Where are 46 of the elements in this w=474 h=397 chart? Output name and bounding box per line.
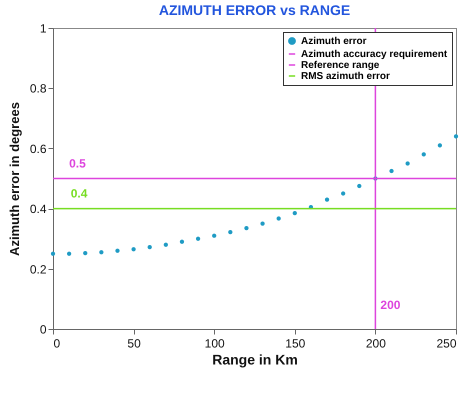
point (422, 152, 426, 157)
x-tick-label: 0 (54, 336, 60, 350)
chart-title: AZIMUTH ERROR vs RANGE (158, 2, 350, 18)
point (324, 197, 330, 202)
point (244, 226, 249, 230)
point (341, 191, 346, 196)
y-axis-title: Azimuth error in degrees (6, 102, 22, 256)
point (276, 216, 281, 221)
annotation: 200 (380, 298, 401, 312)
ref-line-label: Reference range (301, 60, 380, 71)
legend-label: RMS azimuth error (301, 71, 390, 82)
y-tick-label: 1 (40, 22, 47, 36)
y-tick-label: 0 (40, 322, 47, 336)
point (180, 240, 184, 244)
point (115, 248, 120, 253)
point (228, 230, 232, 234)
y-tick-label: 0.8 (30, 82, 47, 96)
point (212, 234, 216, 238)
x-tick-label: 250 (436, 336, 457, 350)
point (292, 211, 297, 216)
point (50, 252, 56, 256)
y-tick-label: 0.2 (30, 262, 47, 276)
legend-label: Azimuth accuracy requirement (301, 49, 448, 60)
x-tick-label: 100 (204, 336, 226, 350)
point (438, 143, 442, 148)
x-tick-label: 200 (366, 336, 386, 350)
point (83, 251, 88, 256)
legend-label: Azimuth error (301, 36, 367, 47)
point (357, 184, 362, 188)
annotation: 0.4 (70, 186, 88, 201)
point (260, 222, 265, 226)
y-tick-label: 0.4 (30, 202, 47, 216)
point (148, 245, 152, 250)
x-axis-title: Range in Km (212, 352, 298, 368)
point (67, 252, 72, 256)
point (164, 242, 168, 247)
point (99, 250, 104, 254)
point (131, 247, 136, 252)
point (406, 161, 410, 166)
point (454, 134, 458, 138)
y-tick-label: 0.6 (30, 142, 47, 156)
x-tick-label: 50 (127, 336, 142, 350)
annotation: 0.5 (69, 156, 86, 170)
x-tick-label: 150 (285, 336, 306, 350)
point (389, 168, 394, 174)
point (196, 236, 200, 241)
